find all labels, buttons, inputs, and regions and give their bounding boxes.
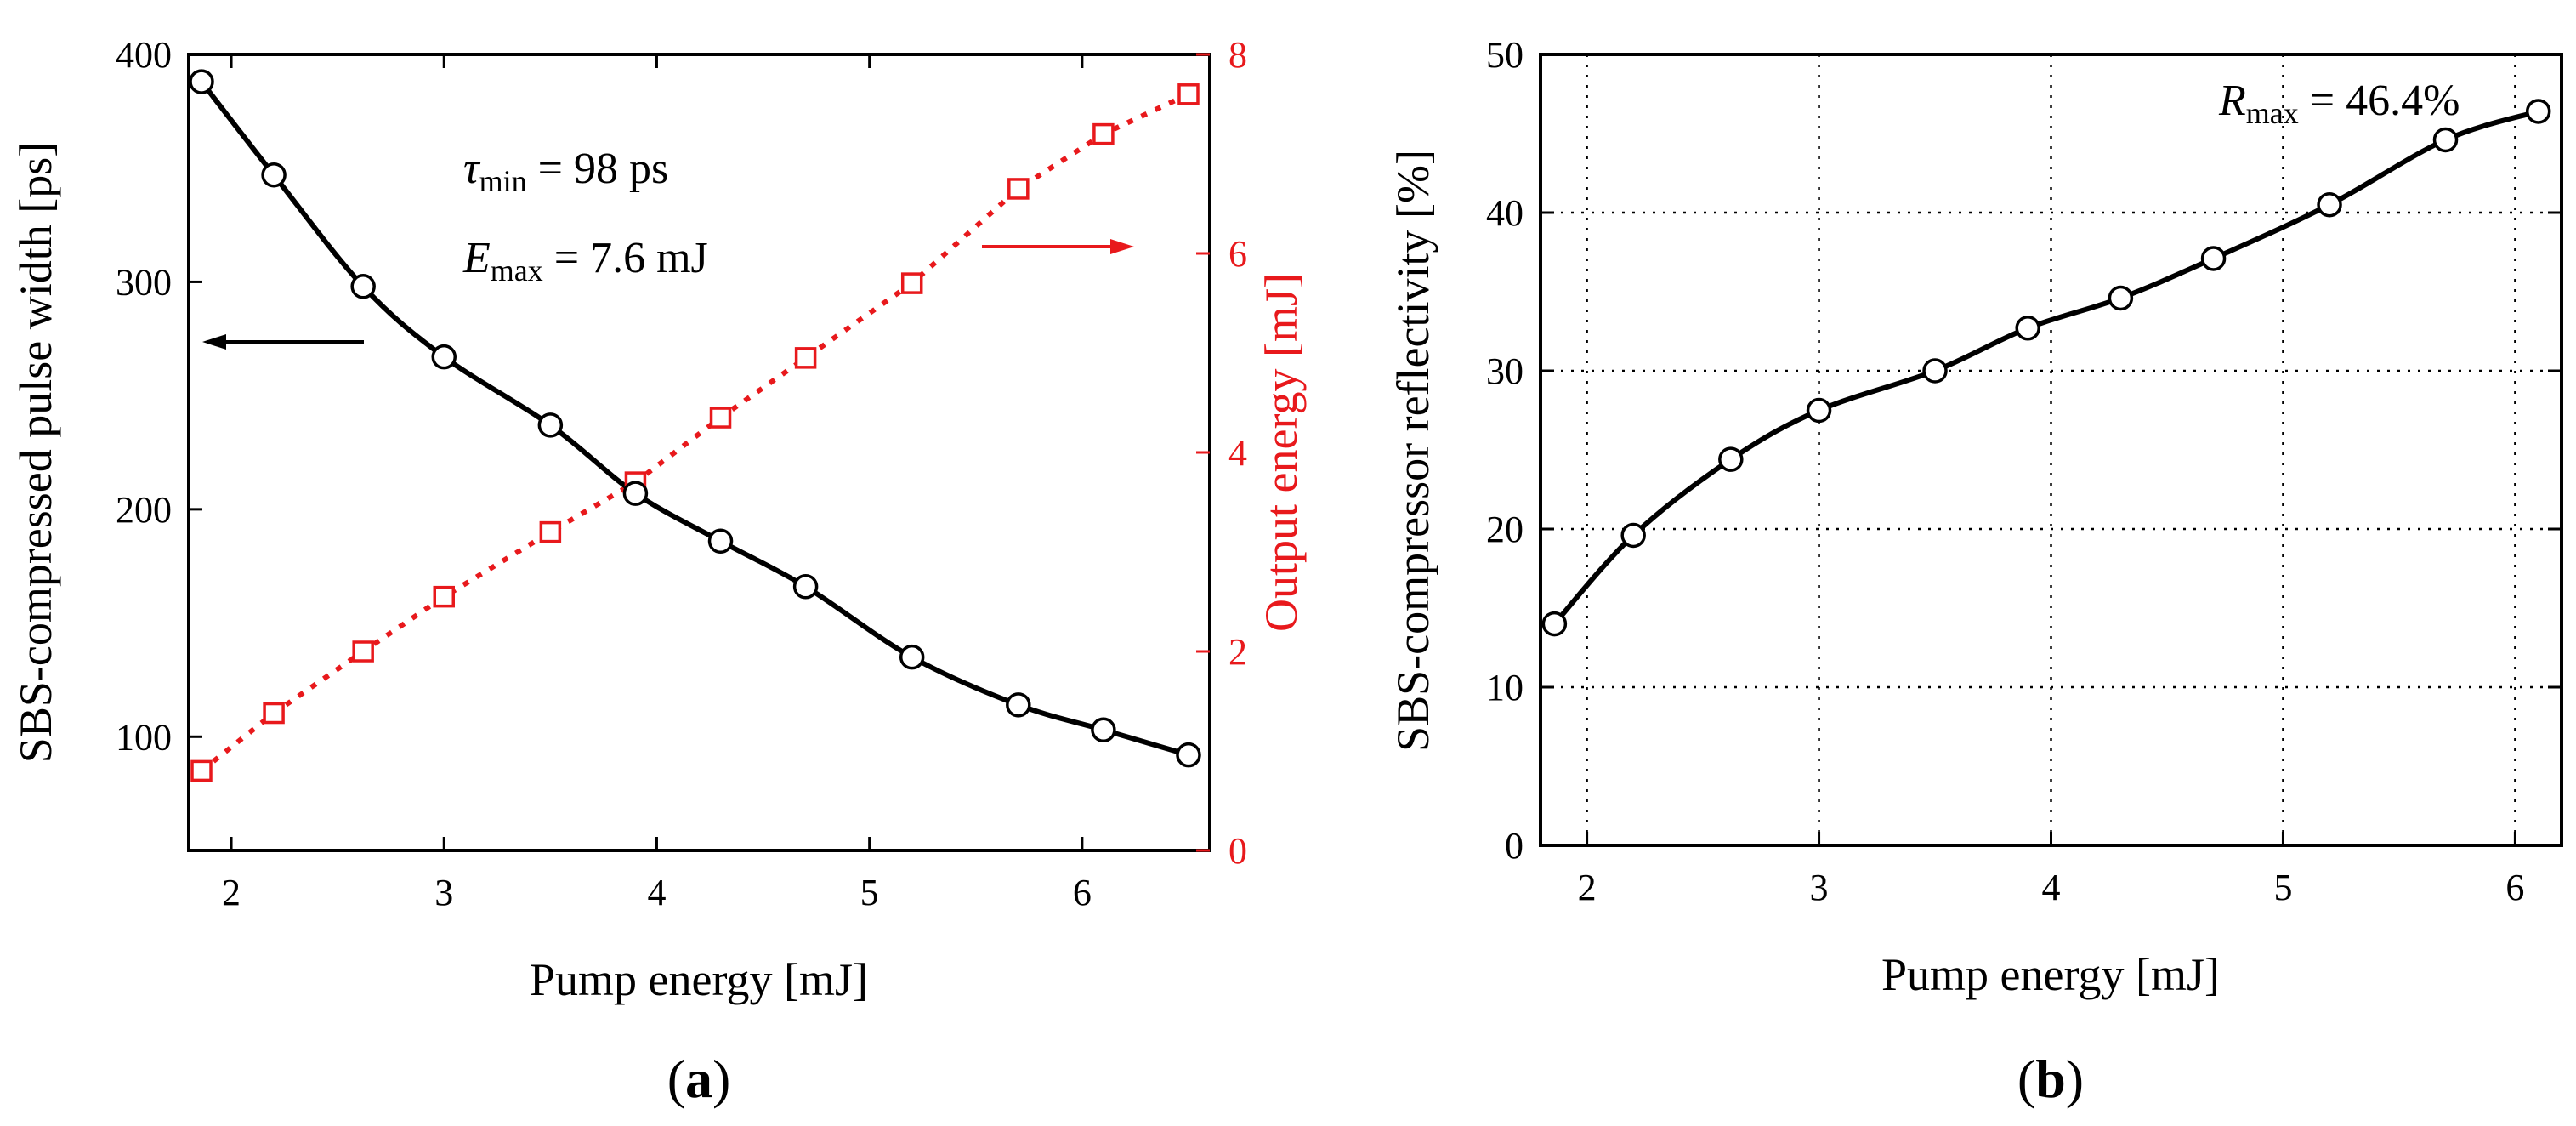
y-tick-label: 20 bbox=[1486, 509, 1523, 550]
panel-b-ticks: 2 3 4 5 6 0 10 20 30 40 50 bbox=[1486, 34, 2562, 908]
reflectivity-marker bbox=[2200, 246, 2227, 271]
pulse-width-marker bbox=[792, 574, 819, 600]
x-tick-label: 2 bbox=[1578, 867, 1597, 908]
y-tick-label: 30 bbox=[1486, 350, 1523, 392]
output-energy-marker bbox=[1177, 83, 1200, 105]
output-energy-marker bbox=[190, 759, 213, 782]
y-tick-label: 300 bbox=[116, 261, 172, 303]
pulse-width-marker bbox=[1176, 742, 1201, 768]
y2-tick-label: 6 bbox=[1228, 233, 1247, 275]
panel-b-x-axis-label: Pump energy [mJ] bbox=[1881, 949, 2220, 1000]
panel-b-rmax-annotation: Rmax = 46.4% bbox=[2218, 77, 2460, 130]
output-energy-marker bbox=[794, 347, 817, 369]
pulse-width-marker bbox=[350, 274, 376, 299]
output-energy-marker bbox=[900, 272, 923, 294]
y-tick-label: 10 bbox=[1486, 667, 1523, 708]
pulse-width-marker bbox=[189, 69, 214, 94]
panel-a-marks bbox=[189, 69, 1201, 782]
reflectivity-marker bbox=[1718, 446, 1744, 472]
panel-a-y2-axis-label: Output energy [mJ] bbox=[1256, 273, 1307, 632]
panel-b-letter: b bbox=[2035, 1049, 2066, 1109]
pulse-width-marker bbox=[1006, 692, 1031, 718]
reflectivity-marker bbox=[2317, 191, 2342, 218]
x-tick-label: 6 bbox=[1073, 872, 1092, 913]
x-tick-label: 5 bbox=[860, 872, 879, 913]
pulse-width-marker bbox=[431, 344, 457, 370]
x-tick-label: 4 bbox=[2042, 867, 2061, 908]
panel-b-grid bbox=[1540, 53, 2562, 847]
tau-subscript: min bbox=[479, 164, 527, 198]
emax-symbol: E bbox=[462, 234, 491, 282]
y2-tick-label: 8 bbox=[1228, 34, 1247, 76]
y-tick-label: 50 bbox=[1486, 34, 1523, 76]
panel-a-label: (a) bbox=[667, 1049, 731, 1109]
panel-b-open-paren: ( bbox=[2017, 1049, 2035, 1109]
y-tick-label: 200 bbox=[116, 489, 172, 531]
reflectivity-marker bbox=[2015, 316, 2040, 341]
panel-b-label: (b) bbox=[2017, 1049, 2084, 1109]
pulse-width-marker bbox=[899, 644, 925, 670]
output-energy-marker bbox=[352, 640, 374, 663]
output-energy-marker bbox=[1092, 122, 1115, 145]
panel-a-close-paren: ) bbox=[712, 1049, 730, 1109]
output-energy-marker bbox=[709, 407, 732, 429]
left-axis-arrow bbox=[202, 334, 364, 350]
y-tick-label: 0 bbox=[1505, 825, 1523, 867]
reflectivity-marker bbox=[2525, 99, 2551, 124]
reflectivity-marker bbox=[1806, 397, 1832, 424]
x-tick-label: 3 bbox=[434, 872, 453, 913]
pulse-width-marker bbox=[537, 412, 564, 438]
panel-a-emax-annotation: Emax = 7.6 mJ bbox=[462, 234, 708, 287]
y2-tick-label: 2 bbox=[1228, 631, 1247, 673]
y-tick-label: 40 bbox=[1486, 192, 1523, 234]
x-tick-label: 6 bbox=[2505, 867, 2524, 908]
panel-b-plot-frame bbox=[1539, 53, 2563, 847]
y-tick-label: 400 bbox=[116, 34, 172, 76]
emax-value: = 7.6 mJ bbox=[543, 234, 708, 282]
reflectivity-line bbox=[1552, 109, 2539, 626]
reflectivity-marker bbox=[1620, 522, 1646, 549]
reflectivity-marker bbox=[1541, 611, 1568, 637]
reflectivity-marker bbox=[1922, 358, 1948, 384]
pulse-width-marker bbox=[707, 528, 734, 554]
output-energy-marker bbox=[433, 585, 455, 608]
pulse-width-marker bbox=[1091, 717, 1116, 743]
tau-value: = 98 ps bbox=[527, 145, 669, 193]
panel-a-x-axis-label: Pump energy [mJ] bbox=[530, 954, 868, 1005]
rmax-value: = 46.4% bbox=[2299, 77, 2460, 125]
rmax-symbol: R bbox=[2218, 77, 2246, 125]
panel-b-y-axis-label: SBS-compressor reflectivity [%] bbox=[1387, 150, 1438, 752]
output-energy-line bbox=[200, 92, 1190, 773]
panel-a-y-axis-label: SBS-compressed pulse width [ps] bbox=[10, 142, 61, 763]
x-tick-label: 4 bbox=[647, 872, 666, 913]
pulse-width-marker bbox=[622, 481, 649, 506]
panel-b-marks bbox=[1541, 99, 2551, 637]
panel-b-close-paren: ) bbox=[2066, 1049, 2084, 1109]
reflectivity-marker bbox=[2108, 285, 2134, 311]
panel-a-tau-annotation: τmin = 98 ps bbox=[463, 145, 668, 198]
pulse-width-line bbox=[199, 80, 1189, 758]
reflectivity-marker bbox=[2432, 127, 2459, 153]
panel-a-letter: a bbox=[685, 1049, 712, 1109]
emax-subscript: max bbox=[491, 253, 543, 287]
y-tick-label: 100 bbox=[116, 716, 172, 758]
pulse-width-marker bbox=[261, 162, 287, 188]
panel-a-open-paren: ( bbox=[667, 1049, 685, 1109]
y2-tick-label: 0 bbox=[1228, 830, 1247, 872]
x-tick-label: 3 bbox=[1810, 867, 1829, 908]
output-energy-marker bbox=[1007, 178, 1030, 200]
right-axis-arrow bbox=[982, 239, 1134, 254]
x-tick-label: 2 bbox=[222, 872, 241, 913]
panel-b: 2 3 4 5 6 0 10 20 30 40 50 Pump energy [mJ] SBS-co… bbox=[1387, 34, 2563, 1109]
rmax-subscript: max bbox=[2246, 96, 2299, 130]
x-tick-label: 5 bbox=[2273, 867, 2292, 908]
y2-tick-label: 4 bbox=[1228, 432, 1247, 474]
output-energy-marker bbox=[263, 702, 285, 725]
panel-a-plot-frame bbox=[187, 53, 1211, 852]
tau-symbol: τ bbox=[463, 145, 481, 193]
panel-a-ticks: 2 3 4 5 6 100 200 300 400 0 2 4 6 8 bbox=[116, 34, 1247, 913]
output-energy-marker bbox=[539, 520, 562, 543]
